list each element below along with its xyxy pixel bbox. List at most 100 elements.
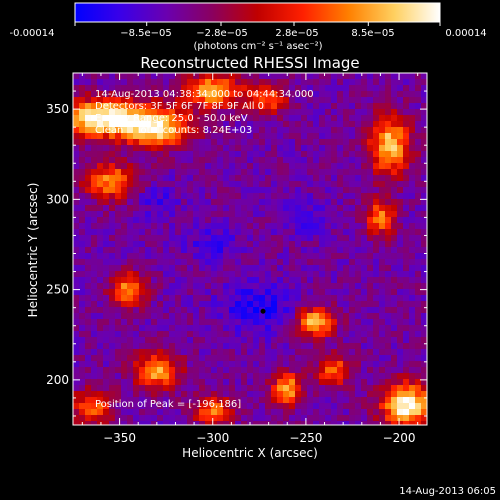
- heatmap-cell: [313, 247, 319, 253]
- heatmap-cell: [211, 229, 217, 235]
- heatmap-cell: [289, 331, 295, 337]
- heatmap-cell: [277, 193, 283, 199]
- heatmap-cell: [325, 211, 331, 217]
- heatmap-cell: [253, 115, 259, 121]
- heatmap-cell: [325, 109, 331, 115]
- heatmap-cell: [325, 391, 331, 397]
- heatmap-cell: [367, 337, 373, 343]
- heatmap-cell: [397, 301, 403, 307]
- heatmap-cell: [397, 181, 403, 187]
- heatmap-cell: [241, 247, 247, 253]
- heatmap-cell: [325, 115, 331, 121]
- heatmap-cell: [337, 175, 343, 181]
- heatmap-cell: [199, 385, 205, 391]
- heatmap-cell: [277, 91, 283, 97]
- heatmap-cell: [187, 157, 193, 163]
- heatmap-cell: [157, 121, 163, 127]
- heatmap-cell: [91, 367, 97, 373]
- heatmap-cell: [151, 133, 157, 139]
- heatmap-cell: [187, 403, 193, 409]
- heatmap-cell: [181, 415, 187, 421]
- heatmap-cell: [415, 127, 421, 133]
- peak-position-label: Position of Peak = [-196,186]: [95, 399, 241, 410]
- heatmap-cell: [133, 85, 139, 91]
- heatmap-cell: [127, 373, 133, 379]
- heatmap-cell: [355, 421, 361, 425]
- heatmap-cell: [133, 283, 139, 289]
- heatmap-cell: [295, 337, 301, 343]
- heatmap-cell: [169, 331, 175, 337]
- heatmap-cell: [115, 349, 121, 355]
- heatmap-cell: [391, 403, 397, 409]
- heatmap-cell: [187, 235, 193, 241]
- heatmap-cell: [247, 295, 253, 301]
- heatmap-cell: [139, 193, 145, 199]
- heatmap-cell: [73, 361, 79, 367]
- heatmap-cell: [295, 187, 301, 193]
- heatmap-cell: [127, 199, 133, 205]
- heatmap-cell: [409, 295, 415, 301]
- heatmap-cell: [103, 193, 109, 199]
- heatmap-cell: [319, 355, 325, 361]
- heatmap-cell: [157, 409, 163, 415]
- heatmap-cell: [175, 91, 181, 97]
- heatmap-cell: [253, 103, 259, 109]
- heatmap-cell: [337, 211, 343, 217]
- heatmap-cell: [271, 403, 277, 409]
- heatmap-cell: [223, 85, 229, 91]
- heatmap-cell: [217, 187, 223, 193]
- heatmap-cell: [139, 415, 145, 421]
- heatmap-cell: [187, 373, 193, 379]
- heatmap-cell: [187, 301, 193, 307]
- heatmap-cell: [241, 163, 247, 169]
- heatmap-cell: [397, 163, 403, 169]
- heatmap-cell: [217, 229, 223, 235]
- heatmap-cell: [157, 271, 163, 277]
- heatmap-cell: [409, 349, 415, 355]
- heatmap-cell: [97, 325, 103, 331]
- heatmap-cell: [301, 229, 307, 235]
- heatmap-cell: [379, 241, 385, 247]
- heatmap-cell: [319, 139, 325, 145]
- heatmap-cell: [337, 85, 343, 91]
- heatmap-cell: [355, 121, 361, 127]
- heatmap-cell: [391, 247, 397, 253]
- heatmap-cell: [265, 367, 271, 373]
- heatmap-cell: [265, 361, 271, 367]
- heatmap-cell: [367, 235, 373, 241]
- heatmap-cell: [235, 253, 241, 259]
- heatmap-cell: [325, 307, 331, 313]
- colorbar: -0.00014 −8.5e−05 −2.8e−05 2.8e−05 8.5e−…: [10, 2, 487, 52]
- heatmap-cell: [421, 85, 427, 91]
- heatmap-cell: [175, 241, 181, 247]
- heatmap-cell: [175, 361, 181, 367]
- heatmap-cell: [217, 145, 223, 151]
- heatmap-cell: [409, 211, 415, 217]
- heatmap-cell: [127, 121, 133, 127]
- heatmap-cell: [301, 307, 307, 313]
- heatmap-cell: [301, 295, 307, 301]
- heatmap-cell: [85, 91, 91, 97]
- heatmap-cell: [421, 241, 427, 247]
- heatmap-cell: [361, 211, 367, 217]
- heatmap-cell: [337, 367, 343, 373]
- heatmap-cell: [163, 277, 169, 283]
- heatmap-cell: [73, 193, 79, 199]
- heatmap-cell: [199, 181, 205, 187]
- heatmap-cell: [217, 133, 223, 139]
- heatmap-cell: [253, 355, 259, 361]
- heatmap-cell: [127, 79, 133, 85]
- heatmap-cell: [337, 133, 343, 139]
- heatmap-cell: [229, 205, 235, 211]
- heatmap-cell: [367, 265, 373, 271]
- heatmap-cell: [403, 259, 409, 265]
- heatmap-cell: [169, 391, 175, 397]
- heatmap-cell: [415, 79, 421, 85]
- heatmap-cell: [277, 313, 283, 319]
- heatmap-cell: [349, 295, 355, 301]
- heatmap-cell: [403, 331, 409, 337]
- heatmap-cell: [139, 139, 145, 145]
- heatmap-cell: [373, 391, 379, 397]
- heatmap-cell: [127, 379, 133, 385]
- heatmap-cell: [175, 109, 181, 115]
